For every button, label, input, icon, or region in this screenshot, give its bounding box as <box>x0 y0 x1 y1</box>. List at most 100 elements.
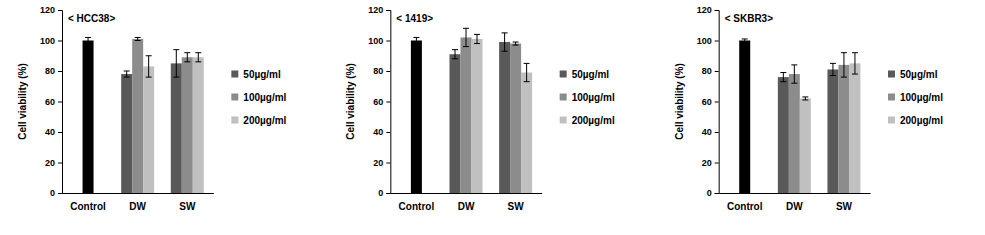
y-tick-mark <box>386 71 390 72</box>
error-bar <box>474 34 480 43</box>
error-line <box>187 53 188 62</box>
error-cap <box>173 49 179 50</box>
legend-label: 200µg/ml <box>572 115 615 126</box>
error-line <box>794 65 795 83</box>
error-line <box>466 28 467 46</box>
bar <box>193 57 204 193</box>
error-cap <box>195 61 201 62</box>
y-tick: 0 <box>50 188 62 198</box>
plot-area <box>83 37 204 193</box>
y-axis-title: Cell viability (%) <box>674 63 685 140</box>
error-cap <box>463 46 469 47</box>
x-axis-line <box>719 193 870 194</box>
legend-swatch <box>231 71 238 78</box>
x-tick: Control <box>399 193 435 212</box>
error-cap <box>830 63 836 64</box>
bar <box>510 44 521 193</box>
error-bar <box>173 50 179 77</box>
x-tick-label: SW <box>508 201 525 212</box>
y-tick: 80 <box>702 66 719 76</box>
error-line <box>455 50 456 59</box>
legend: 50µg/ml100µg/ml200µg/ml <box>231 69 286 126</box>
error-cap <box>184 52 190 53</box>
y-tick-mark <box>715 193 719 194</box>
x-tick-label: Control <box>399 201 435 212</box>
y-tick: 80 <box>45 66 62 76</box>
y-tick: 40 <box>702 127 719 137</box>
bar <box>778 77 789 193</box>
error-cap <box>841 77 847 78</box>
error-bar <box>135 37 141 40</box>
error-cap <box>85 37 91 38</box>
error-bar <box>852 53 858 74</box>
error-cap <box>802 99 808 100</box>
error-cap <box>791 64 797 65</box>
y-tick-mark <box>386 41 390 42</box>
bar <box>121 74 132 193</box>
y-tick-label: 100 <box>697 36 712 46</box>
y-tick-label: 40 <box>373 127 383 137</box>
y-tick: 0 <box>378 188 390 198</box>
legend-label: 50µg/ml <box>243 69 281 80</box>
legend-swatch <box>231 117 238 124</box>
error-line <box>88 37 89 43</box>
y-tick-mark <box>715 102 719 103</box>
x-tick: DW <box>458 193 475 212</box>
x-axis: Control DW SW <box>391 193 542 212</box>
figure: 0 20 40 60 80 100 120 Control DW SW Cell viability… <box>0 0 985 235</box>
error-cap <box>135 37 141 38</box>
legend-label: 200µg/ml <box>900 115 943 126</box>
y-tick-label: 20 <box>373 158 383 168</box>
y-tick-mark <box>386 132 390 133</box>
y-tick-label: 80 <box>373 66 383 76</box>
y-tick-mark <box>386 193 390 194</box>
error-cap <box>780 72 786 73</box>
error-bar <box>195 53 201 62</box>
y-tick: 100 <box>368 36 390 46</box>
error-bar <box>146 56 152 77</box>
bar <box>83 41 94 194</box>
y-tick-mark <box>58 163 62 164</box>
x-tick: SW <box>179 193 196 212</box>
x-tick-label: SW <box>179 201 196 212</box>
legend-swatch <box>888 117 895 124</box>
error-cap <box>830 75 836 76</box>
x-tick-label: DW <box>786 201 803 212</box>
y-axis-line <box>386 11 391 194</box>
error-cap <box>502 51 508 52</box>
error-bar <box>802 97 808 100</box>
x-tick-label: SW <box>836 201 853 212</box>
error-cap <box>474 34 480 35</box>
y-tick: 0 <box>707 188 719 198</box>
error-cap <box>463 28 469 29</box>
legend: 50µg/ml100µg/ml200µg/ml <box>888 69 943 126</box>
legend-swatch <box>888 71 895 78</box>
legend-label: 100µg/ml <box>572 92 615 103</box>
panel: 020406080100120ControlDWSWCell viability… <box>345 5 615 212</box>
error-line <box>126 71 127 77</box>
y-tick-label: 120 <box>368 5 383 15</box>
y-tick-mark <box>715 163 719 164</box>
bar <box>450 54 461 193</box>
panel: 020406080100120ControlDWSWCell viability… <box>17 5 287 212</box>
x-tick: SW <box>836 193 853 212</box>
y-axis-title: Cell viability (%) <box>17 63 28 140</box>
legend-swatch <box>888 94 895 101</box>
legend-swatch <box>560 94 567 101</box>
y-tick: 120 <box>697 5 719 15</box>
y-tick-label: 60 <box>702 97 712 107</box>
error-cap <box>184 61 190 62</box>
y-tick-label: 60 <box>373 97 383 107</box>
error-cap <box>802 96 808 97</box>
x-tick: DW <box>129 193 146 212</box>
y-tick: 40 <box>373 127 390 137</box>
y-tick-mark <box>58 10 62 11</box>
error-cap <box>502 32 508 33</box>
error-cap <box>852 74 858 75</box>
bar <box>132 39 143 193</box>
chart-title: < HCC38> <box>68 13 115 24</box>
y-tick: 100 <box>697 36 719 46</box>
x-tick-label: DW <box>129 201 146 212</box>
error-cap <box>524 81 530 82</box>
panel: 020406080100120ControlDWSWCell viability… <box>674 5 944 212</box>
